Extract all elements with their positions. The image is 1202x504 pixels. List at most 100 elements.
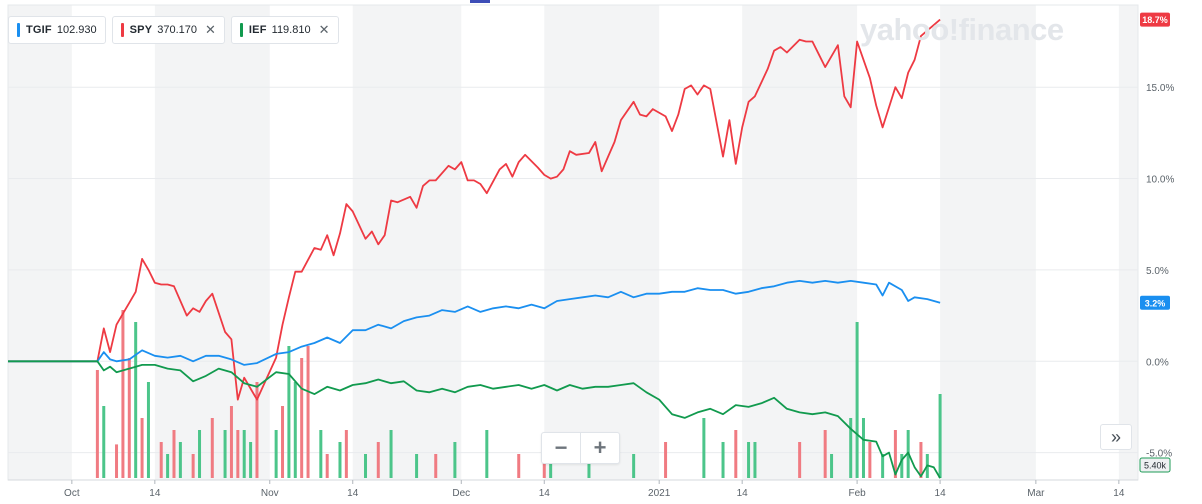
legend-symbol: SPY <box>129 24 153 36</box>
volume-bar <box>485 430 489 478</box>
volume-bar <box>274 430 278 478</box>
end-label: 3.2% <box>1145 298 1166 308</box>
volume-bar <box>900 454 904 478</box>
background-band <box>544 5 660 480</box>
volume-end-label: 5.40k <box>1144 461 1167 471</box>
volume-bar <box>338 442 342 478</box>
y-tick-label: 5.0% <box>1146 266 1169 277</box>
background-band <box>154 5 270 480</box>
volume-bar <box>823 430 827 478</box>
volume-bar <box>325 454 329 478</box>
series-line-ief <box>8 360 941 479</box>
series-line-tgif <box>8 280 941 366</box>
volume-bar <box>587 454 591 478</box>
legend-item-spy[interactable]: SPY 370.170 ✕ <box>111 16 225 44</box>
legend-symbol: TGIF <box>26 24 52 36</box>
volume-bar <box>159 442 163 478</box>
volume-bar <box>861 418 865 478</box>
volume-bar <box>229 406 233 478</box>
volume-bar <box>191 454 195 478</box>
volume-bar <box>453 442 457 478</box>
zoom-out-button[interactable]: − <box>554 435 568 460</box>
volume-bar <box>166 454 170 478</box>
background-band <box>1118 5 1138 480</box>
legend-symbol: IEF <box>248 24 267 36</box>
legend-price: 370.170 <box>157 24 198 36</box>
x-tick-label: 14 <box>149 488 161 499</box>
volume-bar <box>223 430 227 478</box>
legend-swatch-ief <box>239 23 243 37</box>
x-tick-label: Mar <box>1027 488 1045 499</box>
volume-bar <box>127 358 131 478</box>
x-tick-label: 14 <box>347 488 359 499</box>
volume-bar <box>434 454 438 478</box>
volume-bar <box>102 406 106 478</box>
legend-swatch-spy <box>120 23 124 37</box>
expand-button[interactable]: » <box>1100 424 1132 450</box>
x-tick-label: 2021 <box>648 488 671 499</box>
x-tick-label: Nov <box>261 488 279 499</box>
volume-bar <box>747 442 751 478</box>
volume-bar <box>721 442 725 478</box>
volume-bar <box>868 442 872 478</box>
y-tick-label: 0.0% <box>1146 357 1169 368</box>
volume-bar <box>319 430 323 478</box>
volume-bar <box>172 430 176 478</box>
legend: TGIF 102.930 SPY 370.170 ✕ IEF 119.810 ✕ <box>8 16 339 44</box>
legend-item-ief[interactable]: IEF 119.810 ✕ <box>230 16 339 44</box>
legend-swatch-tgif <box>17 23 20 37</box>
volume-bar <box>115 444 119 478</box>
top-accent-bar <box>470 0 490 3</box>
volume-bar <box>893 430 897 478</box>
background-bands <box>7 4 1139 481</box>
zoom-in-button[interactable]: + <box>580 433 619 463</box>
y-tick-label: -5.0% <box>1146 449 1172 460</box>
volume-bar <box>849 418 853 478</box>
close-icon[interactable]: ✕ <box>318 22 330 37</box>
volume-bar <box>517 454 521 478</box>
volume-bar <box>242 430 246 478</box>
volume-bars <box>95 310 942 478</box>
volume-bar <box>249 442 253 478</box>
volume-bar <box>306 346 310 478</box>
yahoo-finance-watermark: yahoo!finance <box>860 12 1064 47</box>
legend-price: 119.810 <box>271 24 311 36</box>
volume-bar <box>236 430 240 478</box>
volume-bar <box>753 442 757 478</box>
series-line-spy <box>8 18 941 401</box>
volume-bar <box>293 382 297 478</box>
volume-bar <box>855 322 859 478</box>
volume-bar <box>798 442 802 478</box>
end-label-bg <box>1140 295 1170 310</box>
legend-item-tgif[interactable]: TGIF 102.930 <box>8 16 106 44</box>
background-band <box>8 5 72 480</box>
end-labels: 18.7% 3.2% 5.40k <box>1139 12 1171 473</box>
volume-end-label-bg <box>1139 457 1171 473</box>
x-tick-label: Oct <box>64 488 80 499</box>
x-tick-label: 14 <box>539 488 551 499</box>
y-tick-label: 15.0% <box>1146 83 1174 94</box>
volume-bar <box>344 430 348 478</box>
background-band <box>940 5 1036 480</box>
y-tick-label: 10.0% <box>1146 175 1174 186</box>
volume-bar <box>300 358 304 478</box>
volume-bar <box>919 442 923 478</box>
volume-bar <box>146 382 150 478</box>
volume-bar <box>632 454 636 478</box>
volume-bar <box>415 454 419 478</box>
volume-bar <box>664 442 668 478</box>
x-tick-label: Dec <box>452 488 470 499</box>
x-tick-label: 14 <box>935 488 947 499</box>
volume-bar <box>376 442 380 478</box>
zoom-controls: − + <box>541 432 620 464</box>
volume-bar <box>255 382 259 478</box>
series-lines <box>8 18 941 479</box>
volume-bar <box>134 322 138 478</box>
x-tick-label: 14 <box>737 488 749 499</box>
volume-bar <box>734 430 738 478</box>
volume-bar <box>121 310 125 478</box>
volume-bar <box>210 418 214 478</box>
close-icon[interactable]: ✕ <box>205 22 216 37</box>
legend-price: 102.930 <box>56 24 97 36</box>
